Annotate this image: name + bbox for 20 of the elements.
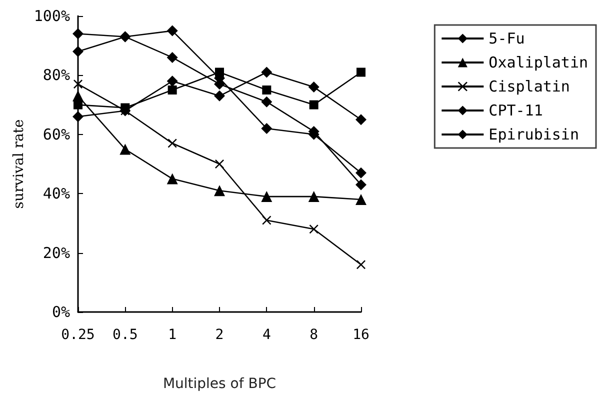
x-tick-label: 1 [168,327,177,343]
x-tick-label: 2 [215,327,224,343]
y-tick-label: 100% [34,7,70,25]
x-tick-label: 0.25 [61,327,95,343]
y-tick-label: 0% [52,303,70,321]
legend-label: CPT-11 [488,102,543,120]
y-tick-label: 60% [42,125,70,144]
x-tick-label: 4 [262,327,271,343]
y-tick-label: 40% [42,184,70,203]
y-axis-title: survival rate [11,119,27,209]
legend-label: Oxaliplatin [488,54,588,72]
legend-label: Epirubisin [488,126,579,144]
x-tick-label: 16 [352,327,370,343]
legend-label: Cisplatin [488,78,570,96]
x-tick-label: 0.5 [112,327,138,343]
legend-label: 5-Fu [488,30,525,48]
y-tick-label: 20% [42,244,70,262]
x-axis-title: Multiples of BPC [162,376,276,392]
y-tick-label: 80% [42,66,70,84]
x-tick-label: 8 [310,327,318,343]
